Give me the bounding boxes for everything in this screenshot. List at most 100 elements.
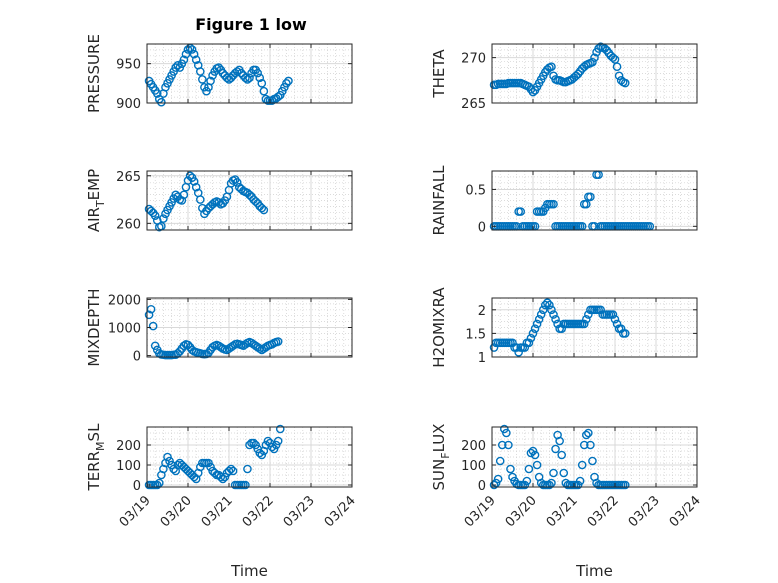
data-point <box>255 448 265 458</box>
y-tick-label: 0 <box>478 479 486 494</box>
data-point <box>534 314 544 324</box>
y-tick-label: 270 <box>461 52 486 67</box>
data-point <box>512 343 521 352</box>
data-point <box>545 300 554 310</box>
data-point <box>255 344 265 353</box>
x-tick-label: 03/21 <box>544 493 581 530</box>
data-point <box>522 476 532 486</box>
axes-frame <box>146 43 353 104</box>
data-point <box>549 199 558 209</box>
data-point <box>620 78 630 88</box>
data-point <box>273 337 283 346</box>
data-point <box>582 430 591 440</box>
data-point <box>249 438 258 448</box>
data-point <box>226 464 236 474</box>
axes-5: 0 1000 2000 MIXDEPTH <box>85 288 353 367</box>
axes-frame <box>491 170 698 231</box>
x-tick-label: 03/19 <box>117 493 154 530</box>
data-point <box>232 67 242 76</box>
data-point <box>532 460 542 470</box>
data-point <box>586 192 595 202</box>
data-point <box>241 73 250 83</box>
y-axis-label: PRESSURE <box>85 34 103 113</box>
minor-grid <box>147 44 352 103</box>
data-series <box>144 171 269 232</box>
y-tick-label: 2 <box>478 304 486 319</box>
data-point <box>255 73 265 83</box>
y-tick-label: 100 <box>116 459 141 474</box>
data-point <box>187 45 197 54</box>
y-tick-label: 1 <box>478 351 486 366</box>
data-point <box>612 62 622 71</box>
data-point <box>547 305 556 315</box>
x-tick-label: 03/20 <box>503 493 540 530</box>
data-point <box>610 314 620 324</box>
data-point <box>557 450 567 460</box>
data-point <box>245 440 254 450</box>
axes-3: 260 265 AIRTEMP <box>85 169 353 232</box>
data-point <box>620 480 630 490</box>
data-point <box>526 333 536 343</box>
data-point <box>195 67 205 76</box>
data-point <box>241 480 250 490</box>
y-axis-label: THETA <box>430 49 448 99</box>
data-point <box>590 53 599 62</box>
data-point <box>579 440 589 450</box>
data-point <box>536 310 546 319</box>
y-tick-label: 100 <box>461 459 486 474</box>
data-point <box>214 63 224 72</box>
data-point <box>253 68 263 78</box>
data-series <box>144 304 283 360</box>
data-point <box>159 214 168 223</box>
axes-frame <box>491 43 698 104</box>
y-tick-label: 265 <box>461 97 486 112</box>
data-point <box>243 75 252 84</box>
data-point <box>497 440 507 450</box>
data-point <box>191 55 201 65</box>
axes-7: 0 100 200 03/19 03/20 03/21 03/22 03/23 03/24 Tim… <box>85 423 359 580</box>
data-point <box>173 60 183 70</box>
axes-frame <box>146 426 353 488</box>
data-point <box>181 49 191 59</box>
data-point <box>526 448 536 458</box>
data-point <box>189 472 199 482</box>
data-point <box>150 211 160 221</box>
data-point <box>284 76 293 86</box>
data-point <box>144 310 154 320</box>
data-point <box>198 75 207 84</box>
x-axis-label: Time <box>575 562 613 580</box>
data-point <box>594 44 603 53</box>
y-axis-label: SUNFLUX <box>430 424 452 491</box>
data-point <box>273 92 283 102</box>
data-point <box>189 177 199 186</box>
data-point <box>524 464 534 474</box>
data-point <box>251 197 260 206</box>
data-point <box>148 321 158 331</box>
data-point <box>152 89 162 98</box>
x-tick-label: 03/24 <box>667 493 704 530</box>
y-tick-label: 0 <box>133 479 141 494</box>
data-point <box>185 171 195 181</box>
axes-frame <box>491 426 698 488</box>
data-point <box>183 340 193 350</box>
data-point <box>528 87 538 97</box>
data-series <box>489 170 655 231</box>
data-point <box>516 207 526 216</box>
data-point <box>189 49 199 59</box>
data-series <box>144 43 293 107</box>
data-point <box>210 468 219 478</box>
data-point <box>582 314 591 324</box>
data-point <box>245 73 254 83</box>
data-point <box>530 324 540 333</box>
y-tick-label: 2000 <box>108 293 141 308</box>
data-point <box>506 464 515 474</box>
data-series <box>489 424 630 490</box>
data-point <box>257 203 267 213</box>
data-point <box>267 442 277 452</box>
minor-grid <box>492 171 697 230</box>
y-tick-label: 1.5 <box>465 327 486 342</box>
data-point <box>177 196 187 205</box>
data-point <box>179 190 189 200</box>
data-point <box>216 472 226 482</box>
x-tick-label: 03/23 <box>281 493 318 530</box>
